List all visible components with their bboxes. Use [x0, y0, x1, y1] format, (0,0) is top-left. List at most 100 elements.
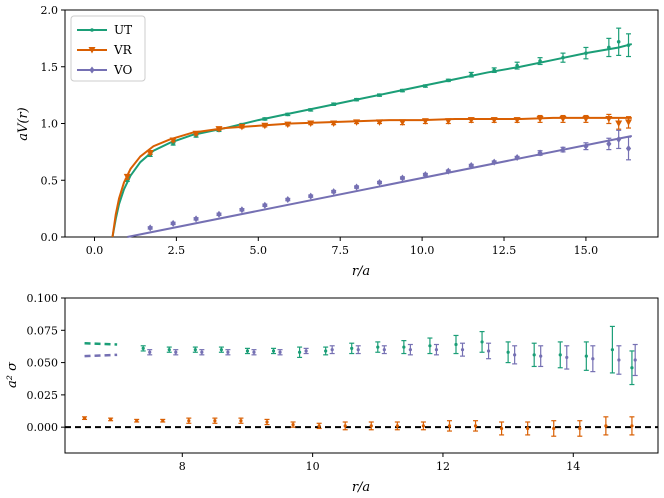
top-x-tick-label: 2.5	[168, 244, 186, 257]
data-point-ut	[285, 112, 290, 117]
sigma-point-1	[252, 350, 256, 354]
data-point-ut	[538, 59, 542, 63]
data-point-vr	[559, 115, 567, 123]
top-series-group	[111, 27, 633, 238]
top-x-tick-label: 10.0	[410, 244, 435, 257]
sigma-point-1	[148, 350, 152, 354]
bottom-y-tick-label: 0.075	[27, 324, 59, 337]
data-point-vo	[468, 161, 474, 169]
top-x-tick-label: 15.0	[574, 244, 599, 257]
data-point-vo	[285, 196, 291, 204]
data-point-vo	[262, 201, 268, 209]
data-point-vr	[376, 119, 384, 126]
data-point-vr	[421, 118, 429, 125]
sigma-point-2	[578, 426, 582, 431]
bottom-series-group	[65, 325, 658, 437]
sigma-point-1	[408, 348, 412, 352]
sigma-point-2	[82, 416, 87, 420]
legend-marker-ut	[90, 28, 94, 32]
dashed-segment-0	[84, 341, 118, 346]
data-point-vo	[399, 174, 406, 182]
data-point-ut	[469, 72, 474, 77]
data-point-vo	[491, 158, 497, 166]
data-point-ut	[492, 68, 496, 72]
sigma-point-0	[532, 353, 536, 357]
data-point-vr	[444, 118, 452, 125]
data-point-vo	[216, 210, 222, 218]
data-point-vr	[513, 117, 521, 124]
sigma-point-2	[552, 426, 556, 431]
data-point-vo	[170, 219, 176, 227]
top-y-tick-label: 0.0	[41, 231, 59, 244]
top-y-tick-label: 2.0	[41, 4, 59, 17]
sigma-point-0	[428, 344, 432, 348]
data-point-ut	[400, 88, 405, 93]
bottom-plot-frame	[64, 297, 659, 454]
data-point-vr	[536, 115, 544, 123]
sigma-point-0	[558, 353, 562, 357]
sigma-point-2	[161, 419, 165, 423]
data-point-vo	[514, 154, 520, 162]
top-y-axis-label: aV(r)	[16, 107, 31, 141]
legend-label-vr: VR	[113, 43, 133, 57]
sigma-point-0	[454, 342, 458, 347]
data-point-vr	[215, 126, 223, 133]
data-point-vr	[615, 120, 623, 127]
data-point-vr	[146, 150, 154, 157]
data-point-vr	[169, 137, 177, 145]
data-point-ut	[607, 45, 611, 50]
bottom-x-axis-ticks: 8 10 12 14	[179, 453, 580, 473]
data-point-vo	[353, 183, 360, 191]
sigma-point-1	[330, 348, 334, 352]
sigma-point-2	[473, 424, 478, 428]
data-point-vo	[147, 224, 153, 232]
data-point-vr	[353, 119, 361, 126]
bottom-y-axis-ticks: 0.000 0.025 0.050 0.075 0.100	[27, 292, 65, 434]
top-y-axis-ticks: 0.0 0.5 1.0 1.5 2.0	[41, 4, 65, 244]
bottom-y-tick-label: 0.050	[27, 357, 59, 370]
sigma-point-0	[324, 349, 328, 353]
data-point-ut	[263, 117, 267, 121]
sigma-point-0	[193, 348, 197, 352]
data-point-vr	[238, 123, 246, 131]
sigma-point-2	[317, 424, 321, 428]
data-point-vr	[398, 119, 406, 126]
data-point-vr	[261, 122, 269, 130]
sigma-point-1	[617, 358, 621, 362]
top-x-axis-ticks: 0.0 2.5 5.0 7.5 10.0 12.5 15.0	[86, 237, 598, 257]
sigma-point-0	[350, 346, 354, 350]
top-y-tick-label: 1.5	[41, 61, 59, 74]
sigma-point-2	[135, 419, 139, 423]
data-point-ut	[423, 84, 428, 88]
data-point-ut	[515, 63, 519, 68]
data-point-vo	[308, 192, 314, 200]
sigma-point-2	[526, 426, 530, 431]
bottom-x-tick-label: 8	[179, 460, 186, 473]
bottom-y-axis-label: a² σ	[5, 361, 20, 388]
data-point-vo	[376, 179, 383, 187]
top-x-axis-label: r/a	[352, 264, 370, 279]
data-point-vo	[537, 149, 543, 157]
top-x-tick-label: 0.0	[86, 244, 104, 257]
fit-line-vr	[111, 116, 632, 238]
sigma-point-1	[304, 349, 308, 353]
sigma-point-0	[376, 345, 380, 349]
data-point-vr	[284, 121, 292, 129]
top-x-tick-label: 5.0	[250, 244, 268, 257]
sigma-point-0	[245, 349, 250, 353]
top-x-tick-label: 7.5	[331, 244, 349, 257]
data-point-ut	[616, 39, 621, 44]
sigma-point-2	[239, 419, 243, 423]
data-point-vr	[123, 173, 131, 181]
sigma-point-0	[506, 350, 510, 354]
sigma-point-1	[513, 353, 517, 357]
sigma-point-1	[539, 354, 543, 358]
data-point-vo	[445, 167, 451, 175]
data-point-ut	[446, 78, 451, 83]
data-point-vr	[605, 115, 613, 123]
data-point-vo	[583, 142, 589, 150]
sigma-point-1	[382, 348, 386, 352]
sigma-point-2	[630, 424, 634, 428]
data-point-vo	[193, 215, 199, 223]
bottom-y-tick-label: 0.100	[27, 292, 59, 305]
